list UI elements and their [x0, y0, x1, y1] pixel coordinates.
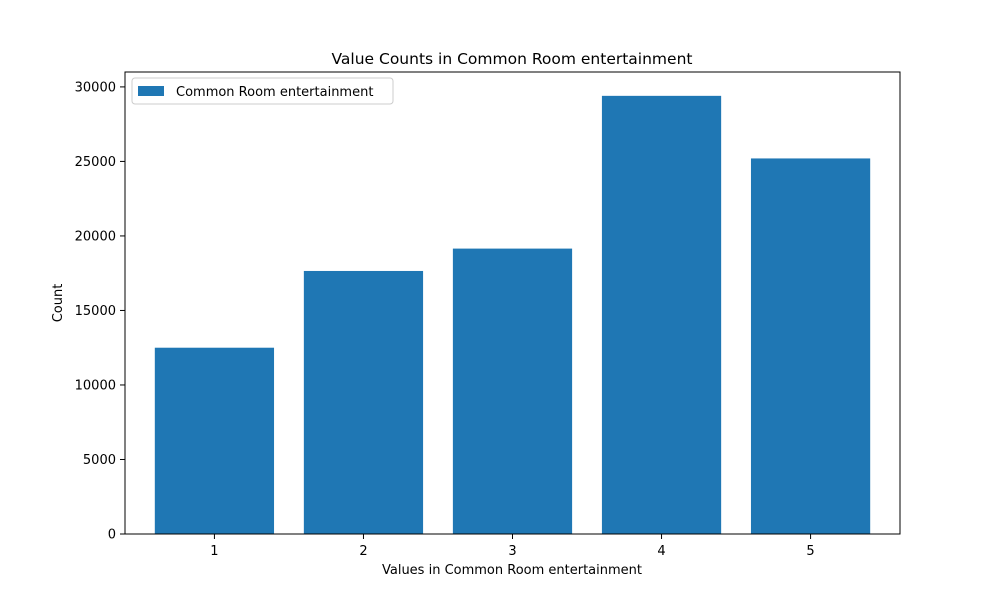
y-axis-label: Count	[51, 284, 66, 323]
chart-title: Value Counts in Common Room entertainmen…	[332, 50, 693, 68]
bar-4	[601, 95, 722, 534]
bar-3	[452, 248, 573, 534]
y-axis-ticks: 0 5000 10000 15000 20000 25000 30000	[75, 80, 125, 543]
plot-frame	[124, 71, 901, 535]
x-axis-label: Values in Common Room entertainment	[382, 563, 642, 578]
legend-swatch	[138, 86, 164, 96]
legend: Common Room entertainment	[131, 77, 394, 105]
bar-1	[154, 347, 275, 534]
y-tick-label: 5000	[83, 453, 116, 468]
x-tick-label: 5	[806, 544, 814, 559]
bar-2	[303, 270, 424, 534]
y-tick-label: 20000	[75, 229, 116, 244]
bars-group	[154, 95, 871, 534]
x-tick-label: 4	[657, 544, 665, 559]
x-axis-ticks: 1 2 3 4 5	[210, 534, 815, 559]
legend-label: Common Room entertainment	[176, 85, 373, 100]
y-tick-label: 0	[108, 528, 116, 543]
x-tick-label: 1	[210, 544, 218, 559]
y-tick-label: 30000	[75, 80, 116, 95]
x-tick-label: 3	[508, 544, 516, 559]
bar-5	[750, 158, 871, 534]
y-tick-label: 15000	[75, 304, 116, 319]
x-tick-label: 2	[359, 544, 367, 559]
y-tick-label: 25000	[75, 155, 116, 170]
y-tick-label: 10000	[75, 378, 116, 393]
legend-box	[131, 77, 394, 105]
